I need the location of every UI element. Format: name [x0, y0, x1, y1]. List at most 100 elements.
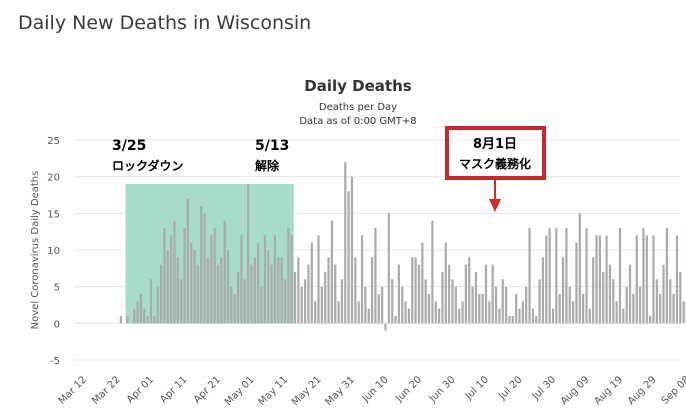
annotation-reopen-text: 解除 — [255, 158, 280, 173]
bar — [146, 316, 149, 324]
y-tick-label: 10 — [47, 246, 60, 257]
bar — [488, 301, 491, 324]
bar — [525, 286, 528, 324]
y-tick-label: 20 — [47, 173, 60, 184]
bar — [324, 272, 327, 324]
bar — [441, 272, 444, 324]
x-tick-label: Jul 30 — [530, 374, 558, 402]
bar — [682, 301, 685, 324]
bar — [628, 264, 632, 324]
bar — [478, 294, 481, 324]
bar — [515, 294, 518, 324]
bar — [494, 286, 498, 324]
bar — [330, 220, 333, 324]
bar — [270, 264, 273, 324]
bar — [588, 308, 591, 324]
bar — [200, 206, 203, 324]
bar — [444, 242, 447, 324]
bar — [387, 213, 390, 324]
bar — [354, 257, 357, 324]
x-tick-label: Mar 12 — [57, 374, 89, 406]
x-tick-label: Apr 11 — [158, 374, 189, 405]
bar — [394, 316, 397, 324]
bar — [371, 257, 374, 324]
bar — [334, 264, 337, 324]
bar-layer — [119, 162, 686, 331]
bar — [397, 264, 400, 324]
bar — [287, 228, 290, 324]
bar — [173, 220, 176, 324]
bar — [632, 294, 635, 324]
bar — [243, 279, 246, 324]
bar — [555, 228, 558, 324]
bar — [377, 294, 380, 324]
bar — [417, 264, 421, 324]
bar — [612, 279, 615, 324]
bar — [431, 220, 434, 324]
x-tick-label: May 01 — [223, 374, 257, 408]
bar — [642, 228, 645, 324]
bar — [344, 162, 347, 324]
bar — [551, 308, 555, 324]
x-tick-label: Aug 29 — [626, 374, 659, 407]
bar — [461, 301, 464, 324]
bar — [662, 264, 665, 324]
x-tick-label: Jul 10 — [463, 374, 491, 402]
bar — [575, 242, 578, 324]
bar — [166, 250, 169, 324]
bar — [253, 257, 256, 324]
bar — [625, 286, 628, 324]
bar — [133, 308, 136, 324]
bar — [159, 264, 163, 324]
bar — [498, 308, 501, 324]
bar — [139, 294, 143, 324]
bar — [240, 235, 243, 324]
bar — [595, 235, 598, 324]
bar — [541, 257, 545, 324]
bar — [210, 235, 213, 324]
bar — [347, 191, 350, 324]
bar — [360, 235, 364, 324]
bar — [424, 279, 427, 324]
bar — [293, 272, 297, 324]
bar — [203, 213, 206, 324]
bar — [434, 301, 437, 324]
annotation-lockdown-text: ロックダウン — [112, 158, 184, 173]
bar — [304, 279, 307, 324]
bar — [582, 294, 585, 324]
x-tick-label: Apr 01 — [125, 374, 156, 405]
bar — [374, 228, 377, 324]
bar — [454, 286, 457, 324]
bar — [223, 220, 226, 324]
bar — [119, 316, 122, 324]
bar — [170, 235, 173, 324]
bar — [250, 264, 253, 324]
bar — [675, 235, 679, 324]
bar — [283, 279, 287, 324]
bar — [404, 301, 407, 324]
x-tick-label: Mar 22 — [90, 374, 122, 406]
bar — [263, 235, 266, 324]
bar — [153, 316, 156, 324]
bar — [572, 301, 575, 324]
bar — [230, 286, 233, 324]
bar — [267, 250, 270, 324]
bar — [257, 242, 260, 324]
bar — [384, 323, 387, 331]
mask-arrow-head — [489, 199, 501, 212]
bar — [163, 228, 166, 324]
bar — [531, 308, 534, 324]
bar — [237, 272, 240, 324]
bar — [391, 279, 394, 324]
bar — [518, 308, 521, 324]
bar — [126, 316, 129, 324]
bar — [357, 301, 360, 324]
chart-subtitle: Deaths per Day — [319, 102, 397, 113]
bar — [300, 286, 303, 324]
bar — [665, 228, 668, 324]
bar — [180, 279, 183, 324]
bar — [598, 235, 601, 324]
x-tick-label: May 31 — [323, 374, 357, 408]
bar — [605, 235, 608, 324]
